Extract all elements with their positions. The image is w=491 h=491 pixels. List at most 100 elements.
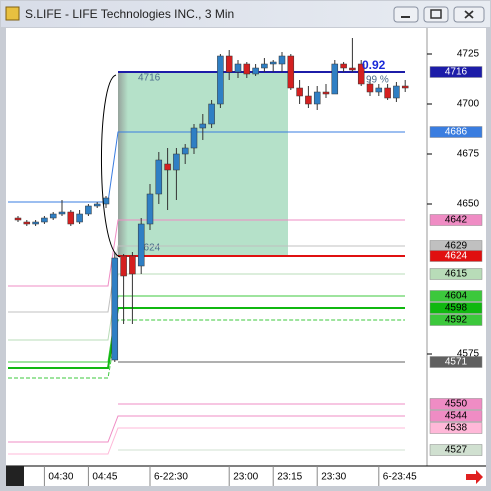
candle-body [269,61,277,65]
price-box-label: 4629 [445,241,468,252]
price-box [429,66,483,78]
price-box-label: 4716 [445,67,468,78]
price-box [429,250,483,262]
candle-body [296,87,303,97]
price-box-label: 4598 [445,303,468,314]
price-box [429,422,483,434]
candle-body [164,163,171,171]
price-box [429,302,483,314]
scroll-right-arrow[interactable] [466,470,483,484]
candle-body [14,217,22,221]
candle-body [243,63,251,75]
y-tick-label: 4650 [457,199,480,210]
candle-body [252,67,259,75]
annotation: 0.92 [362,58,386,72]
price-box-label: 4592 [445,315,468,326]
box-bottom-label: 4624 [138,243,161,254]
range-box [118,72,288,256]
price-box [429,268,483,280]
candle-body [261,63,268,69]
x-tick-label: 23:30 [321,472,346,483]
candle-body [313,91,321,105]
candle-body [217,55,224,105]
x-tick-label: 04:30 [48,472,73,483]
range-bracket [100,74,121,258]
candle-body [181,147,189,155]
candle-body [85,205,92,215]
price-box [429,214,483,226]
close-icon [464,10,474,19]
candle-body [349,67,356,71]
price-box [429,356,483,368]
candle-body [357,63,365,85]
price-box-label: 4571 [445,357,468,368]
x-tick-label: 23:00 [233,472,258,483]
price-box-label: 4615 [445,269,468,280]
price-box [429,126,483,138]
candle-body [225,55,233,73]
y-tick-label: 4700 [457,99,480,110]
box-top-label: 4716 [138,73,161,84]
price-box [429,410,483,422]
price-box [429,290,483,302]
time-axis [6,466,486,486]
price-box-label: 4538 [445,423,468,434]
candle-body [199,123,207,129]
candle-body [401,85,409,89]
price-box-label: 4686 [445,127,468,138]
candle-body [322,91,330,95]
scroll-left[interactable] [6,466,24,486]
price-box-label: 4642 [445,215,468,226]
price-box [429,444,483,456]
candle-body [173,153,180,171]
price-box [429,314,483,326]
candle-body [67,211,75,225]
maximize-button[interactable] [423,6,449,23]
range-shade [118,72,128,256]
candle-body [41,217,48,223]
y-tick-label: 4675 [457,149,480,160]
price-box-label: 4604 [445,291,468,302]
level-line [8,415,405,443]
x-tick-label: 04:45 [92,472,117,483]
level-line [8,219,405,287]
minimize-button[interactable] [393,6,419,23]
candle-body [287,55,295,89]
candle-body [111,257,119,361]
window-title: S.LIFE - LIFE Technologies INC., 3 Min [25,7,234,21]
price-box [429,398,483,410]
candle-body [366,83,374,93]
candle-body [155,159,163,195]
price-box-label: 4624 [445,251,468,262]
candle-body [58,211,66,215]
y-tick-label: 4725 [457,49,480,60]
candle-body [120,255,127,277]
price-box-label: 4527 [445,445,468,456]
x-tick-label: 6-23:45 [383,472,417,483]
x-tick-label: 23:15 [277,472,302,483]
candle-body [102,197,110,205]
price-box-label: 4544 [445,411,468,422]
y-tick-label: 4575 [457,349,480,360]
x-tick-label: 6-22:30 [154,472,188,483]
candle-body [146,193,154,225]
candle-body [32,221,39,225]
level-line [8,131,405,203]
candle-body [137,223,145,267]
price-box-label: 4550 [445,399,468,410]
candle-body [208,103,215,125]
candle-body [384,87,391,99]
candle-body [49,213,57,219]
candle-body [234,63,242,73]
candle-body [190,127,198,149]
plot: 4716 4624 4725 4700 4675 4650 4575 4716 4686 4642… [8,38,483,456]
candle-body [93,203,101,207]
candle-body [393,85,400,99]
candle-body [278,55,286,65]
candle-body [375,87,383,93]
candle-body [76,213,83,223]
annotation: 99 % [366,75,389,86]
maximize-icon [430,9,442,19]
